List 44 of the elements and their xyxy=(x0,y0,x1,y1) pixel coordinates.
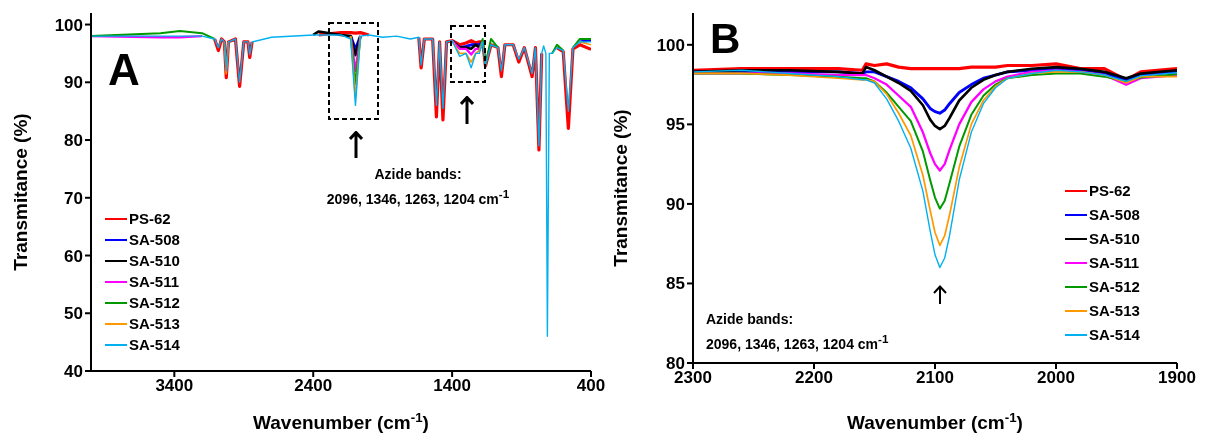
x-tick-label: 2000 xyxy=(1037,368,1075,388)
legend-label: PS-62 xyxy=(129,209,171,229)
x-tick-label: 2100 xyxy=(916,368,954,388)
chart-title: B xyxy=(710,15,741,62)
line-series xyxy=(693,72,1177,210)
legend-label: SA-508 xyxy=(1089,205,1140,225)
y-tick-label: 100 xyxy=(54,15,83,35)
y-tick-label: 50 xyxy=(64,304,83,324)
y-tick-label: 90 xyxy=(64,73,83,93)
x-tick-label: 2400 xyxy=(294,376,333,396)
legend-label: SA-514 xyxy=(129,335,180,355)
legend-label: SA-513 xyxy=(129,314,180,334)
x-axis-title: Wavenumber (cm$^{-1}$) xyxy=(253,409,429,433)
x-tick-label: 3400 xyxy=(155,376,194,396)
y-axis-title: Transmitance (%) xyxy=(610,109,632,267)
text: A xyxy=(108,45,140,94)
legend-label: SA-511 xyxy=(129,272,180,292)
x-tick-label: 1400 xyxy=(433,376,472,396)
legend-label: SA-508 xyxy=(129,230,180,250)
legend-label: SA-510 xyxy=(1089,229,1140,249)
legend-label: PS-62 xyxy=(1089,181,1131,201)
legend-label: SA-511 xyxy=(1089,253,1140,273)
y-tick-label: 100 xyxy=(656,35,685,55)
x-tick-label: 400 xyxy=(576,376,606,396)
line-series xyxy=(91,34,591,338)
legend-label: SA-512 xyxy=(1089,277,1140,297)
legend-label: SA-510 xyxy=(129,251,180,271)
line-series xyxy=(693,69,1177,172)
legend-label: SA-513 xyxy=(1089,301,1140,321)
x-tick-label: 1900 xyxy=(1158,368,1196,388)
y-tick-label: 40 xyxy=(64,362,83,382)
annotation: Azide bands: 2096, 1346, 1263, 1204 cm$^{-1}$ xyxy=(325,165,511,209)
x-tick-label: 2200 xyxy=(795,368,833,388)
legend-label: SA-514 xyxy=(1089,325,1140,345)
y-tick-label: 90 xyxy=(666,194,685,214)
y-tick-label: 95 xyxy=(666,115,685,135)
y-tick-label: 80 xyxy=(64,131,83,151)
y-tick-label: 85 xyxy=(666,274,685,294)
legend-label: SA-512 xyxy=(129,293,180,313)
y-tick-label: 70 xyxy=(64,188,83,208)
annotation: Azide bands: 2096, 1346, 1263, 1204 cm$^{-1}$ xyxy=(706,310,890,354)
y-tick-label: 60 xyxy=(64,246,83,266)
x-axis-title: Wavenumber (cm$^{-1}$) xyxy=(847,409,1023,433)
y-axis-title: Transmitance (%) xyxy=(10,113,32,271)
